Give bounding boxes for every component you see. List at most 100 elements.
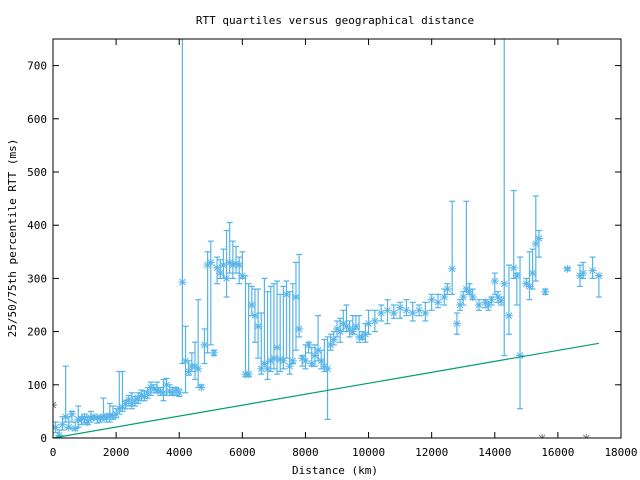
median-marker	[402, 306, 411, 315]
quartile-point	[468, 288, 477, 302]
quartile-point	[244, 283, 253, 379]
quartile-point	[370, 309, 379, 333]
median-marker	[55, 431, 64, 438]
median-marker	[415, 306, 424, 315]
y-tick-label: 0	[40, 432, 47, 445]
star-stroke	[469, 293, 477, 301]
median-marker	[579, 269, 588, 278]
star-stroke	[201, 341, 208, 349]
quartile-point	[348, 315, 357, 336]
quartile-point	[67, 410, 76, 423]
star-stroke	[459, 293, 467, 301]
median-marker	[288, 356, 297, 365]
star-stroke	[422, 309, 429, 317]
median-marker	[452, 319, 461, 328]
star-stroke	[254, 322, 262, 330]
median-marker	[433, 298, 442, 307]
star-stroke	[377, 309, 385, 317]
quartile-point	[295, 253, 304, 338]
star-stroke	[396, 304, 404, 312]
star-stroke	[311, 352, 319, 359]
median-marker	[509, 263, 518, 272]
quartile-point	[329, 331, 338, 346]
quartile-point	[99, 397, 108, 421]
median-marker	[304, 340, 313, 349]
star-stroke	[403, 306, 410, 314]
star-stroke	[494, 293, 502, 301]
y-tick-label: 500	[27, 166, 47, 179]
x-tick-label: 6000	[229, 446, 256, 459]
star-stroke	[153, 386, 161, 394]
quartile-point	[452, 312, 461, 335]
star-stroke	[491, 277, 499, 285]
quartile-point	[427, 293, 436, 311]
median-marker	[301, 356, 310, 365]
median-marker	[282, 290, 291, 299]
star-stroke	[529, 269, 536, 277]
quartile-point	[291, 261, 300, 351]
median-marker	[588, 266, 597, 275]
quartile-point	[448, 200, 457, 295]
x-tick-label: 8000	[292, 446, 319, 459]
star-stroke	[213, 264, 221, 272]
star-stroke	[305, 341, 312, 349]
median-marker	[247, 301, 256, 309]
y-tick-label: 600	[27, 113, 47, 126]
star-stroke	[156, 387, 164, 395]
median-marker	[206, 258, 215, 267]
star-stroke	[280, 357, 287, 365]
quartile-point	[55, 429, 64, 438]
median-marker	[244, 370, 253, 379]
star-stroke	[194, 365, 202, 373]
star-stroke	[62, 413, 69, 421]
median-marker	[71, 424, 80, 433]
star-stroke	[251, 312, 259, 319]
quartile-point	[184, 360, 193, 376]
star-stroke	[84, 418, 92, 426]
quartile-point	[304, 340, 313, 354]
x-tick-label: 0	[50, 446, 57, 459]
star-stroke	[440, 293, 448, 301]
star-stroke	[71, 425, 79, 432]
star-stroke	[324, 365, 331, 373]
star-stroke	[475, 301, 483, 309]
star-stroke	[232, 260, 240, 267]
median-marker	[178, 278, 187, 287]
star-stroke	[448, 265, 456, 273]
median-marker	[58, 420, 67, 429]
quartile-point	[534, 229, 543, 258]
star-stroke	[314, 346, 322, 354]
median-marker	[525, 282, 534, 291]
star-stroke	[564, 265, 571, 273]
quartile-point	[247, 285, 256, 317]
star-stroke	[352, 322, 360, 330]
median-marker	[427, 295, 436, 304]
median-marker	[67, 410, 76, 419]
star-stroke	[295, 325, 303, 333]
median-marker	[534, 234, 543, 243]
star-stroke	[144, 389, 152, 397]
star-stroke	[238, 272, 246, 280]
star-stroke	[589, 267, 596, 274]
star-stroke	[160, 389, 167, 397]
quartile-point	[563, 264, 572, 273]
star-stroke	[53, 401, 57, 406]
median-marker	[563, 264, 572, 273]
median-marker	[364, 319, 373, 328]
star-stroke	[248, 301, 256, 309]
outlier-marker	[538, 434, 547, 438]
x-tick-label: 12000	[415, 446, 448, 459]
median-marker	[541, 287, 550, 296]
y-axis-label: 25/50/75th percentile RTT (ms)	[6, 139, 19, 338]
median-marker	[219, 261, 228, 270]
quartile-point	[263, 291, 272, 381]
median-marker	[475, 301, 483, 309]
quartile-point	[53, 421, 60, 434]
star-stroke	[579, 269, 587, 277]
star-stroke	[485, 301, 492, 309]
star-stroke	[317, 357, 325, 365]
quartile-point	[336, 317, 345, 343]
x-tick-label: 2000	[103, 446, 130, 459]
quartile-point	[310, 344, 319, 367]
star-stroke	[371, 317, 379, 325]
